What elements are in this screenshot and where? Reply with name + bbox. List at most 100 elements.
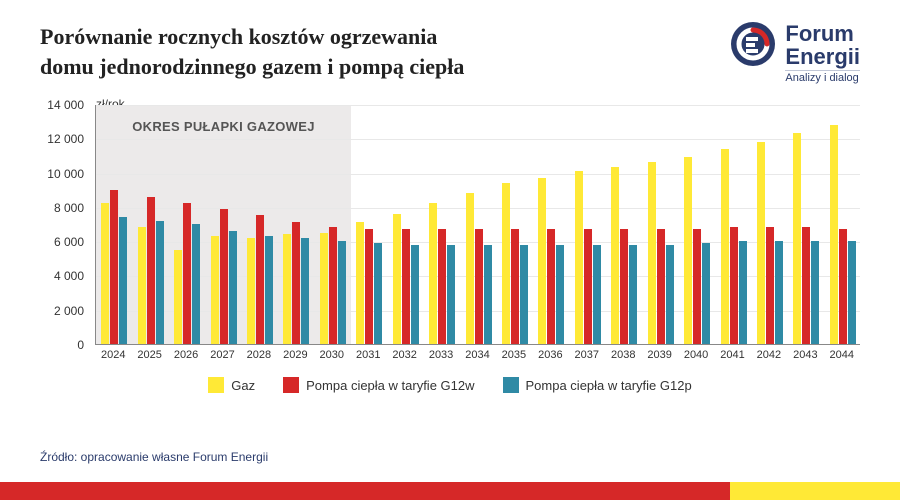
bar (338, 241, 346, 344)
bar (247, 238, 255, 344)
bar (256, 215, 264, 344)
bar (511, 229, 519, 344)
x-tick: 2024 (101, 349, 125, 361)
x-tick: 2027 (210, 349, 234, 361)
bar (356, 222, 364, 344)
bar (156, 221, 164, 344)
x-tick: 2042 (757, 349, 781, 361)
title-line-1: Porównanie rocznych kosztów ogrzewania (40, 22, 464, 52)
bar (802, 227, 810, 344)
bar-group (466, 193, 492, 344)
bar-group (247, 215, 273, 344)
bar (839, 229, 847, 344)
bar (119, 217, 127, 344)
bar (520, 245, 528, 344)
bar (584, 229, 592, 344)
bar (411, 245, 419, 344)
bar (183, 203, 191, 344)
bar-group (575, 171, 601, 344)
bar (301, 238, 309, 344)
logo-icon (731, 22, 775, 66)
x-tick: 2037 (575, 349, 599, 361)
bar (265, 236, 273, 344)
x-tick: 2025 (137, 349, 161, 361)
y-tick: 10 000 (47, 167, 84, 181)
bar-groups (96, 105, 860, 344)
bar (757, 142, 765, 344)
bar (666, 245, 674, 344)
bar (848, 241, 856, 344)
bar (211, 236, 219, 344)
bar-group (101, 190, 127, 344)
legend-item: Pompa ciepła w taryfie G12p (503, 377, 692, 393)
logo-text: Forum Energii Analizy i dialog (785, 22, 860, 85)
bar (374, 243, 382, 344)
bar (811, 241, 819, 344)
x-tick: 2035 (502, 349, 526, 361)
legend-label: Pompa ciepła w taryfie G12w (306, 378, 474, 393)
bar (593, 245, 601, 344)
y-tick: 8 000 (54, 201, 84, 215)
bar (766, 227, 774, 344)
bar (793, 133, 801, 344)
bar (629, 245, 637, 344)
x-tick: 2040 (684, 349, 708, 361)
legend-swatch (503, 377, 519, 393)
y-tick: 2 000 (54, 304, 84, 318)
legend-swatch (208, 377, 224, 393)
footer-red (0, 482, 730, 500)
bar-group (429, 203, 455, 344)
legend-item: Gaz (208, 377, 255, 393)
x-tick: 2031 (356, 349, 380, 361)
legend-item: Pompa ciepła w taryfie G12w (283, 377, 474, 393)
bar (775, 241, 783, 344)
bar (393, 214, 401, 344)
bar-group (320, 227, 346, 344)
bar (502, 183, 510, 344)
bar (538, 178, 546, 344)
x-tick: 2043 (793, 349, 817, 361)
chart-area: zł/rok 02 0004 0006 0008 00010 00012 000… (40, 105, 860, 405)
source-line: Źródło: opracowanie własne Forum Energii (40, 450, 268, 464)
bar-group (538, 178, 564, 344)
x-tick: 2029 (283, 349, 307, 361)
bar (466, 193, 474, 344)
bar (484, 245, 492, 344)
bar (429, 203, 437, 344)
x-axis-labels: 2024202520262027202820292030203120322033… (95, 349, 860, 369)
bar (684, 157, 692, 344)
chart-title: Porównanie rocznych kosztów ogrzewania d… (40, 22, 464, 81)
bar (739, 241, 747, 344)
bar (447, 245, 455, 344)
bar (438, 229, 446, 344)
bar-group (283, 222, 309, 344)
bar-group (611, 167, 637, 344)
x-tick: 2044 (830, 349, 854, 361)
bar (365, 229, 373, 344)
bar (101, 203, 109, 344)
bar (730, 227, 738, 344)
bar (402, 229, 410, 344)
bar (721, 149, 729, 344)
x-tick: 2034 (465, 349, 489, 361)
y-tick: 14 000 (47, 98, 84, 112)
bar (475, 229, 483, 344)
legend-label: Gaz (231, 378, 255, 393)
x-tick: 2033 (429, 349, 453, 361)
bar (611, 167, 619, 344)
logo-tagline: Analizy i dialog (785, 70, 860, 85)
bar-group (174, 203, 200, 344)
bar-group (393, 214, 419, 344)
legend-swatch (283, 377, 299, 393)
bar (329, 227, 337, 344)
bar (147, 197, 155, 344)
bar-group (356, 222, 382, 344)
bar (702, 243, 710, 344)
bar (292, 222, 300, 344)
bar (693, 229, 701, 344)
y-tick: 4 000 (54, 269, 84, 283)
bar (229, 231, 237, 344)
x-tick: 2026 (174, 349, 198, 361)
x-tick: 2041 (720, 349, 744, 361)
legend: Gaz Pompa ciepła w taryfie G12w Pompa ciep… (40, 377, 860, 393)
